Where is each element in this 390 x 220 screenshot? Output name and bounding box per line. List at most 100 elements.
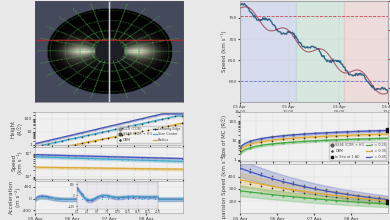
- Point: [323, 193, 329, 196]
- Point: [172, 197, 178, 201]
- Point: [258, 140, 264, 143]
- Point: [119, 134, 125, 137]
- Point: [58, 197, 65, 201]
- Point: [52, 154, 58, 157]
- Point: [344, 130, 350, 134]
- Point: [323, 194, 329, 197]
- Point: [269, 184, 275, 188]
- Point: [258, 182, 264, 186]
- Point: [92, 154, 98, 158]
- Point: [72, 143, 78, 146]
- Y-axis label: Speed (km s⁻¹): Speed (km s⁻¹): [221, 31, 227, 72]
- Point: [258, 137, 264, 140]
- Point: [85, 133, 92, 137]
- Point: [105, 157, 112, 161]
- Point: [323, 187, 329, 191]
- Point: [376, 133, 383, 136]
- Point: [45, 148, 51, 152]
- Point: [92, 166, 98, 170]
- Point: [355, 196, 361, 200]
- Point: [32, 197, 38, 201]
- Point: [105, 167, 112, 170]
- Point: [247, 139, 254, 143]
- Point: [172, 123, 178, 126]
- Y-axis label: Height
(R☉): Height (R☉): [11, 119, 22, 138]
- Point: [119, 197, 125, 201]
- Point: [45, 139, 51, 142]
- Point: [145, 128, 152, 132]
- Point: [301, 196, 307, 200]
- Point: [291, 133, 297, 137]
- Point: [237, 146, 243, 150]
- Legend: GCS (COR), SSSE (COR + HI), DBM, Leading Edge, Size Center, Radius: GCS (COR), SSSE (COR + HI), DBM, Leading…: [117, 126, 182, 143]
- Point: [344, 193, 350, 196]
- Point: [58, 198, 65, 201]
- Point: [237, 163, 243, 167]
- Point: [138, 198, 145, 201]
- Point: [145, 197, 152, 201]
- Point: [32, 142, 38, 145]
- Point: [152, 197, 158, 201]
- Y-axis label: Acceleration
(m s⁻²): Acceleration (m s⁻²): [9, 180, 21, 214]
- Point: [125, 158, 131, 161]
- Y-axis label: Speed
(km s⁻¹): Speed (km s⁻¹): [11, 152, 23, 174]
- Point: [291, 132, 297, 136]
- Point: [39, 149, 45, 153]
- Point: [112, 155, 118, 159]
- Point: [280, 133, 286, 137]
- Point: [152, 198, 158, 201]
- Point: [159, 117, 165, 121]
- Point: [365, 129, 372, 133]
- Point: [159, 198, 165, 201]
- Point: [291, 182, 297, 186]
- Point: [247, 143, 254, 146]
- Point: [72, 166, 78, 169]
- Point: [132, 119, 138, 122]
- Point: [165, 116, 172, 119]
- Point: [112, 128, 118, 131]
- Point: [125, 167, 131, 170]
- Point: [112, 158, 118, 161]
- Point: [112, 198, 118, 201]
- Point: [79, 157, 85, 160]
- Point: [39, 143, 45, 147]
- Point: [125, 198, 131, 201]
- Point: [138, 167, 145, 170]
- Point: [52, 147, 58, 150]
- Point: [365, 194, 372, 198]
- Point: [258, 144, 264, 147]
- Point: [237, 149, 243, 152]
- Point: [247, 146, 254, 149]
- Point: [376, 197, 383, 200]
- Point: [152, 167, 158, 170]
- Point: [333, 130, 340, 134]
- Point: [312, 136, 318, 139]
- Point: [92, 128, 98, 131]
- Point: [247, 142, 254, 146]
- Point: [323, 135, 329, 138]
- Point: [237, 149, 243, 153]
- Point: [65, 198, 71, 201]
- Point: [385, 200, 390, 204]
- Point: [333, 138, 340, 142]
- Point: [45, 196, 51, 199]
- Bar: [344, 1, 388, 102]
- Point: [72, 156, 78, 160]
- Point: [355, 197, 361, 201]
- Point: [344, 129, 350, 133]
- Point: [258, 192, 264, 195]
- Point: [291, 136, 297, 140]
- Point: [112, 197, 118, 201]
- Point: [165, 159, 172, 163]
- Point: [237, 178, 243, 182]
- Point: [99, 166, 105, 170]
- Point: [269, 142, 275, 146]
- Point: [145, 115, 152, 119]
- Point: [132, 123, 138, 127]
- Point: [280, 138, 286, 141]
- Point: [172, 160, 178, 163]
- Point: [58, 139, 65, 143]
- Point: [65, 198, 71, 201]
- Point: [39, 153, 45, 157]
- Point: [247, 167, 254, 171]
